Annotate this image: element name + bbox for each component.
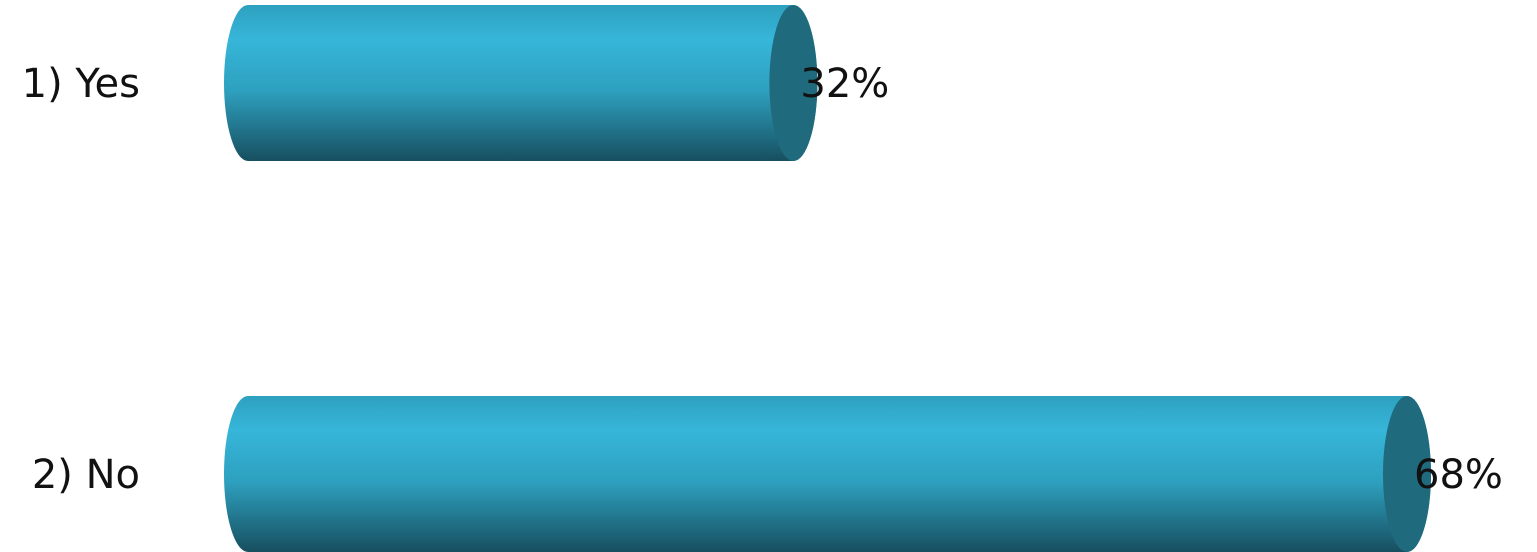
- value-label-2: 68%: [1414, 452, 1503, 498]
- bar-cap-2: [1383, 396, 1431, 552]
- bar-2: [224, 396, 1431, 552]
- labels-layer: 1) Yes 32% 2) No 68%: [22, 61, 1503, 498]
- category-label-2: 2) No: [32, 452, 140, 498]
- bar-body-2: [224, 396, 1431, 552]
- value-label-1: 32%: [800, 61, 889, 107]
- bar-body-1: [224, 5, 818, 161]
- category-label-1: 1) Yes: [22, 61, 140, 107]
- bar-cap-1: [769, 5, 818, 161]
- bar-1: [224, 5, 818, 161]
- bars-layer: [224, 5, 1431, 552]
